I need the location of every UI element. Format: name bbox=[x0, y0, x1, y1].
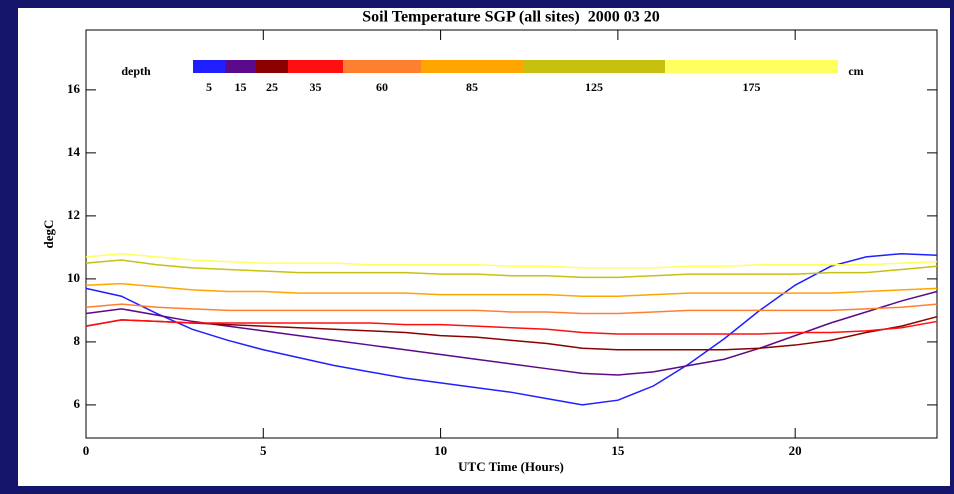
legend-unit: cm bbox=[848, 64, 863, 78]
legend-swatch bbox=[523, 60, 665, 73]
y-axis-label: degC bbox=[41, 220, 56, 249]
legend-label: 15 bbox=[235, 80, 247, 94]
legend-title: depth bbox=[121, 64, 151, 78]
panel bbox=[18, 8, 950, 486]
series-line bbox=[85, 282, 938, 297]
x-tick-label: 5 bbox=[260, 443, 267, 458]
legend-label: 60 bbox=[376, 80, 388, 94]
series-line bbox=[85, 319, 938, 335]
legend-swatch bbox=[288, 60, 343, 73]
y-tick-label: 12 bbox=[67, 207, 80, 222]
legend-swatch bbox=[256, 60, 288, 73]
legend-label: 85 bbox=[466, 80, 478, 94]
y-tick-label: 8 bbox=[74, 333, 81, 348]
legend-swatch bbox=[665, 60, 838, 73]
y-tick-label: 14 bbox=[67, 144, 81, 159]
chart-title: Soil Temperature SGP (all sites) 2000 03… bbox=[362, 9, 659, 26]
legend-label: 125 bbox=[585, 80, 603, 94]
series-line bbox=[85, 252, 938, 269]
y-tick-label: 6 bbox=[74, 396, 81, 411]
series-line bbox=[85, 303, 938, 315]
legend-swatch bbox=[343, 60, 421, 73]
x-tick-label: 0 bbox=[83, 443, 90, 458]
x-tick-label: 15 bbox=[611, 443, 625, 458]
x-tick-label: 20 bbox=[789, 443, 802, 458]
series-line bbox=[85, 290, 938, 376]
legend-label: 35 bbox=[310, 80, 322, 94]
legend-label: 175 bbox=[743, 80, 761, 94]
legend-swatch bbox=[421, 60, 523, 73]
y-tick-label: 10 bbox=[67, 270, 80, 285]
legend-label: 25 bbox=[266, 80, 278, 94]
plot-frame bbox=[85, 29, 938, 439]
x-tick-label: 10 bbox=[434, 443, 447, 458]
series-line bbox=[85, 252, 938, 406]
series-line bbox=[85, 315, 938, 351]
y-tick-label: 16 bbox=[67, 81, 81, 96]
legend-swatch bbox=[193, 60, 225, 73]
legend-label: 5 bbox=[206, 80, 212, 94]
legend-swatch bbox=[225, 60, 256, 73]
x-axis-label: UTC Time (Hours) bbox=[458, 459, 564, 474]
series-line bbox=[85, 259, 938, 279]
